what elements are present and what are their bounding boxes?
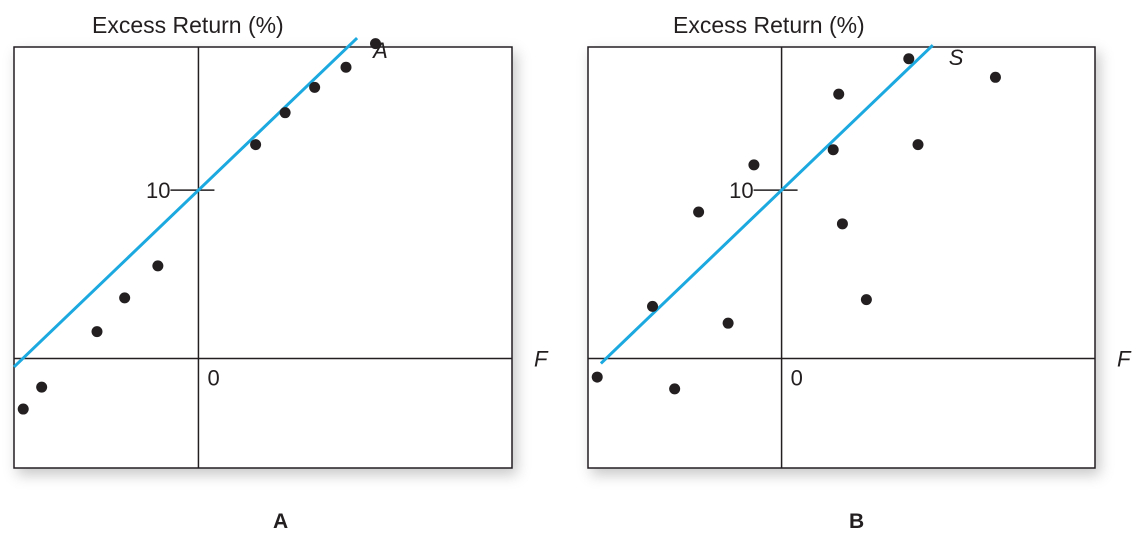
data-point-b-1 [647,300,659,312]
plot-frame-a [13,46,513,469]
data-point-a-9 [370,38,382,50]
data-point-a-7 [309,81,321,93]
data-point-b-2 [669,383,681,395]
y-axis-label-a: Excess Return (%) [92,12,284,38]
y-tick-label-a: 10 [146,178,170,203]
panel-label-a: A [273,510,289,533]
data-point-a-8 [340,61,352,73]
data-point-b-8 [833,88,845,100]
data-point-b-10 [903,53,915,65]
data-point-b-7 [836,218,848,230]
x-axis-label-a: F [534,347,549,372]
data-point-a-0 [17,403,29,415]
data-point-a-5 [250,139,262,151]
regression-line-a [12,36,359,369]
y-axis-label-b: Excess Return (%) [673,12,865,38]
data-point-b-4 [722,317,734,329]
origin-label-a: 0 [207,366,219,391]
data-point-b-5 [748,159,760,171]
data-point-b-0 [591,371,603,383]
y-tick-label-b: 10 [729,178,753,203]
origin-label-b: 0 [791,366,803,391]
data-point-b-12 [989,71,1001,83]
x-axis-label-b: F [1117,347,1132,372]
data-point-a-6 [279,107,291,119]
plot-frame-b [587,46,1096,469]
data-point-a-4 [152,260,164,272]
data-point-a-2 [91,326,103,338]
data-point-b-3 [693,206,705,218]
line-label-b: S [949,45,964,70]
data-point-b-11 [912,139,924,151]
data-point-b-6 [827,144,839,156]
data-point-a-1 [36,381,48,393]
chart-panel-b: 10 0 F S [587,44,1132,469]
data-point-b-9 [860,294,872,306]
data-point-a-3 [119,292,131,304]
panel-label-b: B [849,510,865,533]
